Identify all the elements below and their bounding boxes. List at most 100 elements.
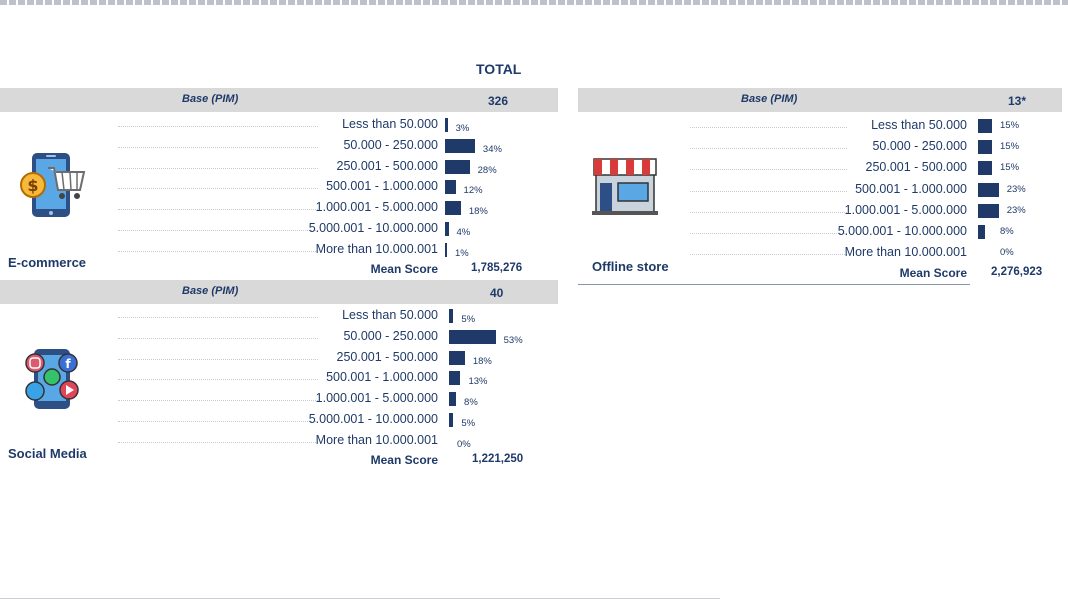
- bar: [449, 309, 454, 323]
- category-label: Less than 50.000: [871, 118, 967, 132]
- bar: [449, 329, 496, 344]
- category-label: More than 10.000.001: [315, 241, 438, 256]
- base-band: [578, 88, 1062, 112]
- mean-score-value: 1,221,250: [472, 453, 524, 465]
- bar-value-label: 3%: [455, 123, 470, 134]
- section-name-offline-store: Offline store: [592, 259, 669, 274]
- bar: [978, 119, 992, 133]
- bar: [449, 392, 457, 407]
- row-leader-dots: [118, 209, 318, 211]
- phone-shopping-cart-icon: $: [18, 150, 86, 222]
- row-leader-dots: [118, 358, 318, 360]
- category-label: 500.001 - 1.000.000: [326, 179, 438, 194]
- row-leader-dots: [118, 250, 318, 252]
- row-leader-dots: [690, 190, 847, 192]
- row-leader-dots: [118, 317, 318, 318]
- bar-value-label: 1%: [455, 247, 469, 259]
- mean-score-value: 2,276,923: [991, 266, 1043, 278]
- row-leader-dots: [118, 421, 318, 422]
- base-value: 40: [490, 286, 504, 300]
- category-label: 5.000.001 - 10.000.000: [308, 221, 438, 235]
- category-label: 5.000.001 - 10.000.000: [308, 412, 438, 426]
- bar-value-label: 15%: [1000, 141, 1020, 153]
- row-leader-dots: [690, 254, 847, 256]
- bar: [978, 161, 992, 176]
- base-band: [0, 88, 558, 112]
- mean-score-label: Mean Score: [899, 266, 967, 280]
- bar: [449, 413, 454, 427]
- bar: [445, 118, 448, 132]
- row-leader-dots: [118, 230, 318, 231]
- bar-value-label: 8%: [464, 397, 478, 409]
- bar: [445, 242, 447, 257]
- mean-score-label: Mean Score: [370, 453, 438, 467]
- bar: [445, 159, 470, 174]
- row-leader-dots: [690, 211, 847, 213]
- category-label: 5.000.001 - 10.000.000: [837, 224, 967, 238]
- category-label: More than 10.000.001: [844, 245, 967, 260]
- bar-value-label: 0%: [457, 438, 471, 450]
- bar-value-label: 8%: [1000, 226, 1014, 237]
- row-leader-dots: [690, 148, 847, 150]
- row-leader-dots: [118, 188, 318, 190]
- category-label: Less than 50.000: [342, 117, 438, 131]
- row-leader-dots: [118, 441, 318, 443]
- category-label: 50.000 - 250.000: [872, 139, 967, 154]
- bar-value-label: 12%: [463, 185, 483, 197]
- base-band: [0, 280, 558, 304]
- bar: [449, 371, 461, 386]
- row-leader-dots: [690, 169, 847, 171]
- base-label: Base (PIM): [741, 93, 798, 105]
- category-label: 1.000.001 - 5.000.000: [315, 200, 438, 215]
- bar-value-label: 5%: [461, 418, 476, 429]
- bar-value-label: 15%: [1000, 120, 1020, 131]
- row-leader-dots: [118, 379, 318, 381]
- row-leader-dots: [690, 233, 847, 234]
- row-leader-dots: [690, 127, 847, 128]
- row-leader-dots: [118, 146, 318, 148]
- category-label: 500.001 - 1.000.000: [855, 181, 967, 196]
- category-label: 50.000 - 250.000: [343, 328, 438, 343]
- mean-score-value: 1,785,276: [471, 262, 523, 274]
- category-label: 50.000 - 250.000: [343, 137, 438, 152]
- total-header: TOTAL: [476, 61, 522, 77]
- svg-text:$: $: [27, 176, 38, 195]
- category-label: 1.000.001 - 5.000.000: [315, 391, 438, 406]
- bar-value-label: 0%: [1000, 247, 1014, 259]
- bar: [445, 201, 461, 216]
- bar-value-label: 53%: [503, 334, 523, 346]
- category-label: More than 10.000.001: [315, 432, 438, 447]
- bar: [978, 225, 986, 239]
- section-rule: [578, 284, 970, 285]
- bar-value-label: 13%: [468, 376, 488, 388]
- row-leader-dots: [118, 126, 318, 127]
- bar: [978, 182, 999, 197]
- category-label: 500.001 - 1.000.000: [326, 370, 438, 385]
- bar-value-label: 23%: [1006, 183, 1026, 195]
- row-leader-dots: [118, 400, 318, 402]
- bar: [445, 180, 456, 195]
- storefront-icon: [592, 155, 658, 215]
- bar-value-label: 34%: [482, 143, 502, 155]
- category-label: 250.001 - 500.000: [336, 158, 438, 173]
- bar-value-label: 4%: [456, 227, 471, 238]
- bar: [445, 222, 449, 236]
- category-label: Less than 50.000: [342, 308, 438, 322]
- bar: [978, 140, 992, 155]
- section-name-ecommerce: E-commerce: [8, 255, 87, 270]
- bottom-divider: [0, 598, 720, 599]
- bar-value-label: 15%: [1000, 162, 1020, 174]
- bar: [445, 138, 475, 153]
- row-leader-dots: [118, 167, 318, 169]
- top-decorative-strip: [0, 0, 1068, 5]
- base-value: 326: [488, 94, 509, 108]
- row-leader-dots: [118, 337, 318, 339]
- base-label: Base (PIM): [182, 93, 239, 105]
- bar: [978, 203, 999, 218]
- category-label: 1.000.001 - 5.000.000: [844, 202, 967, 217]
- bar-value-label: 23%: [1006, 204, 1026, 216]
- base-value: 13*: [1008, 94, 1027, 108]
- mean-score-label: Mean Score: [370, 262, 438, 276]
- svg-text:f: f: [65, 357, 71, 371]
- bar-value-label: 18%: [472, 355, 492, 367]
